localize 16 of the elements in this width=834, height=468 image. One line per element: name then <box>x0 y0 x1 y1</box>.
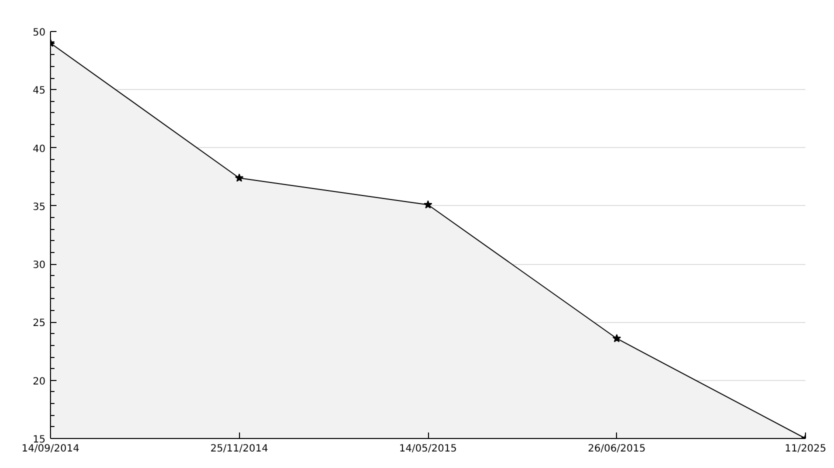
y-tick-label: 35 <box>32 202 46 213</box>
point <box>612 334 622 342</box>
x-tick-label: 11/2025 <box>784 444 826 454</box>
y-tick-label: 20 <box>32 376 46 388</box>
y-tick-label: 45 <box>32 86 46 97</box>
y-tick-label: 40 <box>32 144 46 155</box>
point <box>234 174 244 182</box>
y-tick-label: 50 <box>32 28 46 38</box>
y-tick-label: 30 <box>32 260 46 272</box>
x-tick-label: 26/06/2015 <box>588 444 646 454</box>
x-tick-label: 14/05/2015 <box>399 444 457 454</box>
point <box>424 200 432 208</box>
y-tick-label: 25 <box>32 318 46 330</box>
x-tick-label: 25/11/2014 <box>210 444 268 454</box>
x-tick-label: 14/09/2014 <box>22 444 80 454</box>
y-tick-label: 15 <box>32 434 46 446</box>
